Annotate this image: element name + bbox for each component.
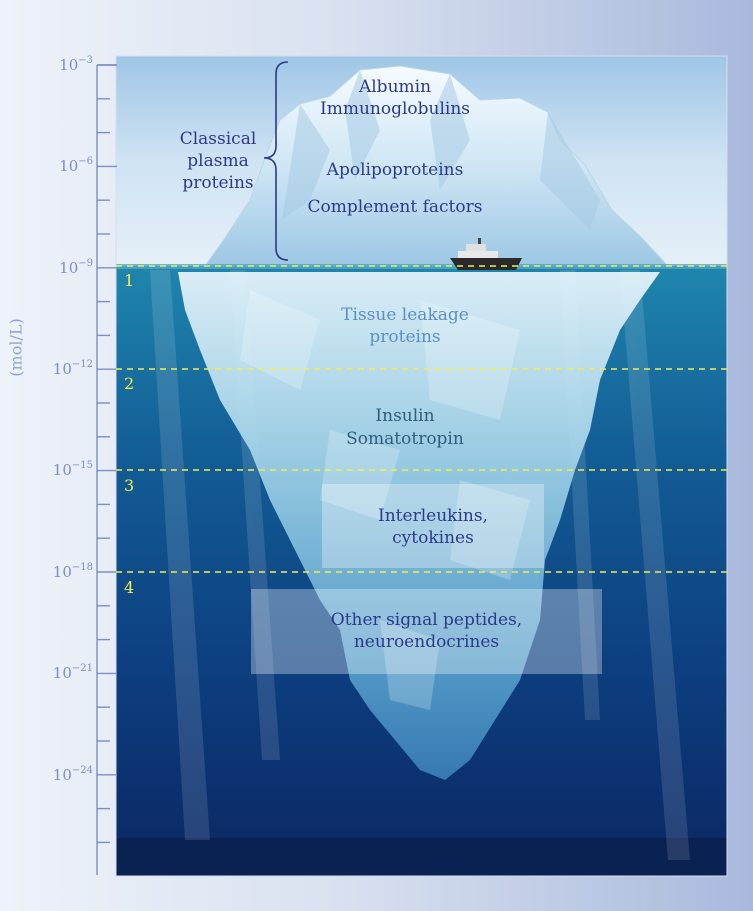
complement-factors-label: Complement factors xyxy=(307,197,483,217)
zone-number-1: 1 xyxy=(124,271,135,290)
tick-label-1e-12: 10−12 xyxy=(52,359,93,379)
zone-number-3: 3 xyxy=(124,476,135,495)
zone-lines xyxy=(116,265,727,573)
waterline xyxy=(116,264,727,269)
somatotropin-label: Somatotropin xyxy=(346,429,464,449)
apolipoproteins-label: Apolipoproteins xyxy=(326,160,464,180)
iceberg-submerged xyxy=(178,272,660,780)
tick-label-1e-21: 10−21 xyxy=(52,663,93,683)
tick-label-1e-24: 10−24 xyxy=(52,765,93,785)
other-signal-peptides-label: Other signal peptides, neuroendocrines xyxy=(330,610,523,652)
albumin-label: Albumin xyxy=(358,77,432,97)
axis-unit-label: (mol/L) xyxy=(6,318,26,377)
sea-floor xyxy=(116,838,727,876)
tick-label-1e-9: 10−9 xyxy=(59,258,93,278)
interleukins-box xyxy=(322,484,544,568)
tick-label-1e-18: 10−18 xyxy=(52,562,93,582)
zone-number-4: 4 xyxy=(124,578,135,597)
insulin-label: Insulin xyxy=(375,406,435,426)
axis-ticks xyxy=(97,64,117,844)
signal-peptides-box xyxy=(251,589,602,674)
tissue-leakage-proteins-label: Tissue leakage proteins xyxy=(341,305,469,347)
immunoglobulins-label: Immunoglobulins xyxy=(319,99,471,119)
zone-number-2: 2 xyxy=(124,374,135,393)
classical-bracket xyxy=(263,61,289,261)
tick-label-1e-3: 10−3 xyxy=(59,55,93,75)
classical-plasma-proteins-label: Classical plasma proteins xyxy=(179,129,257,193)
interleukins-cytokines-label: Interleukins, cytokines xyxy=(378,506,488,548)
tick-label-1e-6: 10−6 xyxy=(59,156,93,176)
tick-label-1e-15: 10−15 xyxy=(52,460,93,480)
ship-icon xyxy=(450,238,522,270)
